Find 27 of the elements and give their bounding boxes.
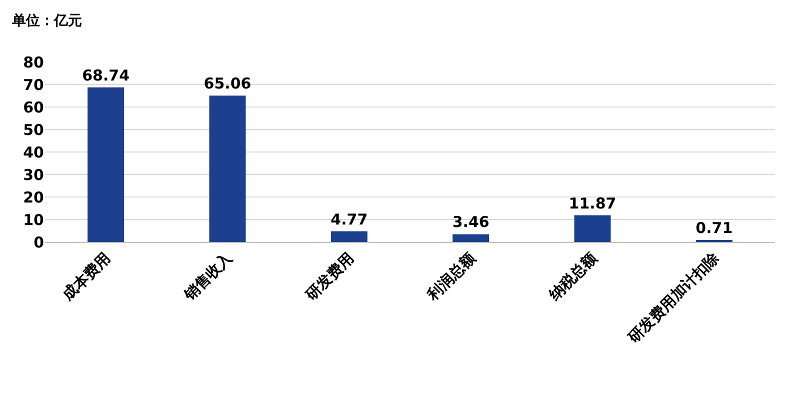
y-tick-label: 10 [23,210,44,229]
data-label: 65.06 [204,74,252,93]
y-tick-label: 40 [23,143,44,162]
x-tick-label: 成本费用 [58,248,114,305]
bar [452,234,490,242]
y-tick-label: 0 [34,233,44,252]
bar [574,215,611,242]
y-tick-label: 20 [23,188,44,206]
data-label: 3.46 [452,213,490,232]
data-label: 4.77 [330,210,368,228]
bar [330,231,368,242]
y-tick-label: 80 [23,53,44,72]
x-tick-label: 研发费用加计扣除 [624,248,724,348]
x-tick-label: 利润总额 [423,248,480,305]
y-tick-label: 30 [23,166,44,184]
x-tick-label: 纳税总额 [544,248,602,305]
x-tick-label: 研发费用 [301,248,358,305]
data-label: 0.71 [696,219,733,237]
x-tick-label: 销售收入 [180,248,236,305]
bar [88,87,124,242]
data-label: 68.74 [82,66,130,84]
bar [209,96,246,242]
text: 单位：亿元 [11,13,82,29]
y-tick-label: 70 [23,76,44,94]
y-tick-label: 50 [23,120,44,139]
data-label: 11.87 [568,194,616,212]
y-tick-label: 60 [23,98,44,116]
